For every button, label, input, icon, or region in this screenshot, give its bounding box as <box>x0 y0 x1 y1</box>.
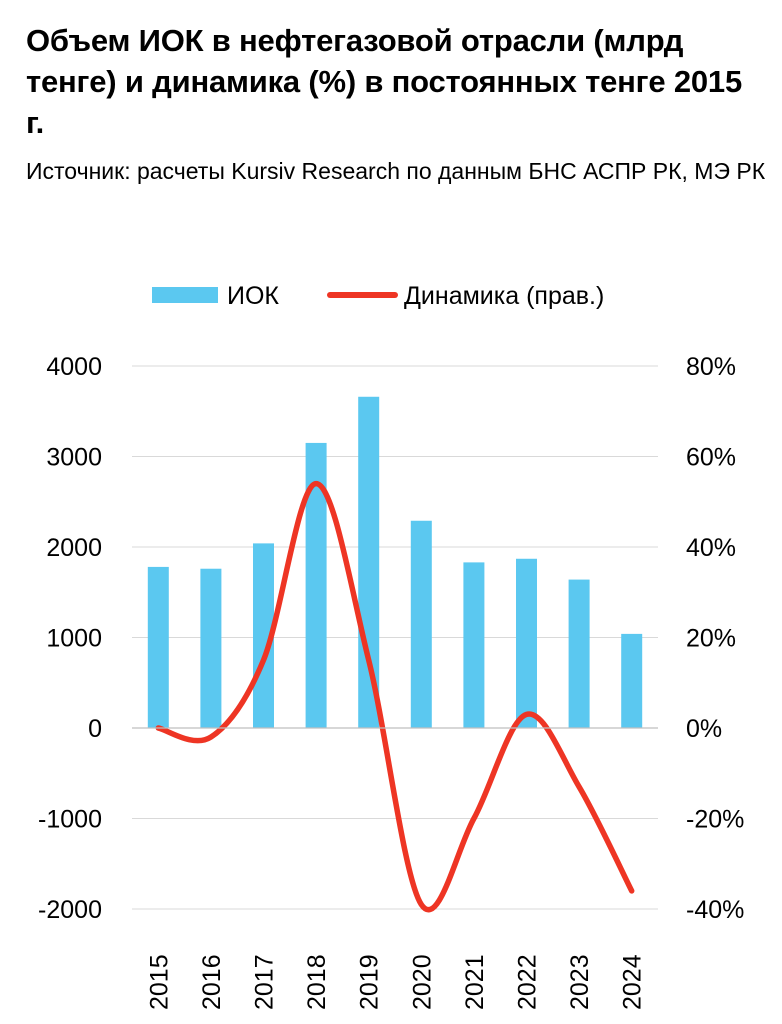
bar <box>200 568 222 728</box>
x-tick-label: 2019 <box>356 954 384 1010</box>
y-left-tick-label: 2000 <box>46 534 102 562</box>
y-left-tick-label: 1000 <box>46 625 102 653</box>
chart-subtitle: Источник: расчеты Kursiv Research по дан… <box>26 158 766 184</box>
legend-swatch-bar <box>152 287 218 303</box>
y-left-tick-label: 3000 <box>46 444 102 472</box>
chart-title: Объем ИОК в нефтегазовой отрасли (млрд т… <box>26 23 742 140</box>
legend-label-bar: ИОК <box>227 282 279 310</box>
x-tick-label: 2020 <box>408 954 436 1010</box>
y-left-tick-label: 4000 <box>46 353 102 381</box>
y-left-tick-label: -1000 <box>38 806 102 834</box>
legend: ИОК Динамика (прав.) <box>152 282 604 310</box>
series-line-dynamics <box>155 480 635 913</box>
x-tick-label: 2016 <box>198 954 226 1010</box>
x-tick-label: 2021 <box>461 954 489 1010</box>
bar <box>463 562 485 728</box>
y-right-tick-label: 40% <box>686 534 736 562</box>
legend-label-line: Динамика (прав.) <box>404 282 604 310</box>
y-right-tick-label: 20% <box>686 625 736 653</box>
bar <box>147 566 169 728</box>
x-tick-label: 2022 <box>514 954 542 1010</box>
bar <box>568 579 590 728</box>
bar <box>305 442 327 728</box>
bar <box>358 396 380 728</box>
y-right-tick-label: 80% <box>686 353 736 381</box>
bar <box>621 633 643 728</box>
y-left-tick-label: -2000 <box>38 896 102 924</box>
x-tick-label: 2024 <box>619 954 647 1010</box>
bar <box>516 558 537 728</box>
x-tick-label: 2017 <box>251 954 279 1010</box>
x-tick-label: 2015 <box>145 954 173 1010</box>
y-left-tick-label: 0 <box>88 715 102 743</box>
x-tick-label: 2018 <box>303 954 331 1010</box>
y-right-tick-label: 60% <box>686 444 736 472</box>
bar <box>253 543 274 728</box>
y-right-tick-label: -20% <box>686 806 744 834</box>
y-right-tick-label: -40% <box>686 896 744 924</box>
bar <box>410 520 432 728</box>
y-right-tick-label: 0% <box>686 715 722 743</box>
x-tick-label: 2023 <box>566 954 594 1010</box>
